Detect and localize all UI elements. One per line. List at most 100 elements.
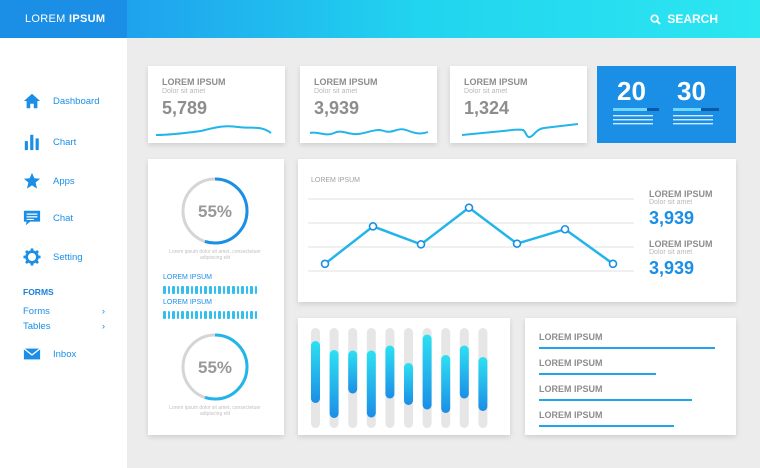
list-item-bar: [539, 425, 674, 427]
progress-tick: [176, 311, 180, 319]
highlight-card: 20 30: [597, 66, 736, 143]
list-item-bar: [539, 347, 716, 349]
highlight-value-right: 30: [677, 76, 706, 106]
list-item: LOREM IPSUM: [539, 384, 719, 401]
progress-tick: [181, 311, 184, 319]
brand-logo[interactable]: LOREM IPSUM: [25, 13, 105, 25]
bar-chart: [311, 328, 488, 428]
chart-title: LOREM IPSUM: [311, 177, 361, 184]
side-stat-subtitle: Dolor sit amet: [649, 199, 693, 206]
sparkline: [309, 128, 429, 136]
bar[interactable]: [329, 350, 339, 418]
progress-tick: [204, 286, 207, 294]
sidebar-sub-label: Forms: [23, 306, 50, 317]
stat-subtitle: Dolor sit amet: [162, 88, 206, 95]
bar[interactable]: [441, 355, 451, 413]
bar[interactable]: [366, 350, 376, 418]
bar-chart-card: [298, 318, 510, 435]
list-item: LOREM IPSUM: [539, 410, 719, 427]
sidebar-item-apps[interactable]: Apps: [23, 172, 75, 190]
star-icon: [23, 172, 41, 189]
progress-card: 55% Lorem ipsum dolor sit amet, consecte…: [148, 159, 284, 435]
brand-light: LOREM: [25, 13, 66, 25]
bar[interactable]: [311, 341, 320, 403]
donut-label: 55%: [197, 202, 233, 221]
progress-tick: [245, 286, 249, 294]
progress-tick: [167, 286, 171, 294]
progress-tick: [236, 286, 240, 294]
progress-tick: [222, 311, 226, 319]
progress-tick: [213, 311, 217, 319]
bar[interactable]: [478, 357, 488, 411]
side-stat-title: LOREM IPSUM: [649, 239, 713, 249]
progress-tick: [213, 286, 217, 294]
mail-icon: [23, 348, 41, 360]
progress-tick: [163, 286, 166, 294]
data-point[interactable]: [368, 222, 378, 231]
sidebar-item-chart[interactable]: Chart: [23, 133, 76, 151]
sparkline: [461, 123, 579, 139]
data-point[interactable]: [608, 259, 618, 269]
sidebar-item-tables[interactable]: Tables ›: [23, 321, 105, 332]
bar[interactable]: [404, 363, 413, 405]
bar[interactable]: [385, 345, 395, 399]
sidebar-item-inbox[interactable]: Inbox: [23, 345, 76, 363]
progress-tick: [227, 311, 230, 319]
bar[interactable]: [422, 334, 432, 410]
side-stat: LOREM IPSUM Dolor sit amet 3,939: [649, 189, 713, 229]
progress-tick: [241, 286, 244, 294]
sidebar-item-setting[interactable]: Setting: [23, 248, 83, 266]
donut-caption: Lorem ipsum dolor sit amet, consectetuer…: [169, 405, 261, 417]
chat-icon: [23, 210, 41, 226]
progress-tick: [185, 311, 189, 319]
donut-arc: [181, 333, 249, 401]
progress-tick: [227, 286, 230, 294]
brand-box: LOREM IPSUM: [0, 0, 127, 38]
series-line: [324, 206, 614, 265]
sidebar-item-forms[interactable]: Forms ›: [23, 306, 105, 317]
list-item-label: LOREM IPSUM: [539, 332, 603, 342]
progress-tick: [185, 286, 189, 294]
donut-caption: Lorem ipsum dolor sit amet, consectetuer…: [169, 249, 261, 261]
side-stat-value: 3,939: [649, 258, 695, 278]
search-button[interactable]: SEARCH: [650, 12, 718, 26]
list-item-label: LOREM IPSUM: [539, 410, 603, 420]
progress-tick: [176, 286, 180, 294]
progress-tick: [172, 286, 175, 294]
donut-chart: [181, 333, 249, 401]
list-item-bar: [539, 373, 656, 375]
progress-tick: [254, 286, 258, 294]
sidebar-item-label: Chart: [53, 136, 77, 148]
data-point[interactable]: [416, 240, 426, 249]
progress-tick: [195, 286, 198, 294]
progress-tick: [254, 311, 258, 319]
list-item-bar: [539, 399, 692, 401]
progress-tick: [204, 311, 207, 319]
tick-progress-bar: [163, 311, 258, 319]
sidebar-item-dashboard[interactable]: Dashboard: [23, 92, 99, 110]
progress-label: LOREM IPSUM: [163, 274, 213, 281]
progress-tick: [163, 311, 166, 319]
bar[interactable]: [459, 345, 469, 399]
progress-tick: [218, 311, 221, 319]
data-point[interactable]: [464, 203, 474, 212]
side-stat-title: LOREM IPSUM: [649, 189, 713, 199]
progress-tick: [218, 286, 221, 294]
stat-card: LOREM IPSUM Dolor sit amet 3,939: [300, 66, 437, 143]
sidebar-item-chat[interactable]: Chat: [23, 209, 73, 227]
progress-tick: [250, 286, 253, 294]
data-point[interactable]: [512, 239, 522, 248]
side-stat-value: 3,939: [649, 208, 695, 228]
sidebar-item-label: Inbox: [53, 348, 77, 360]
side-stat-subtitle: Dolor sit amet: [649, 249, 693, 256]
sparkline: [156, 125, 272, 136]
stat-value: 3,939: [314, 98, 360, 118]
donut-arc: [181, 177, 249, 245]
data-point[interactable]: [320, 259, 330, 269]
bar[interactable]: [348, 350, 358, 394]
progress-label: LOREM IPSUM: [163, 299, 213, 306]
line-chart-panel: LOREM IPSUM LOREM IPSUM Dolor sit amet 3…: [298, 159, 736, 302]
progress-tick: [231, 286, 235, 294]
search-icon: [650, 13, 662, 25]
data-point[interactable]: [560, 224, 570, 234]
